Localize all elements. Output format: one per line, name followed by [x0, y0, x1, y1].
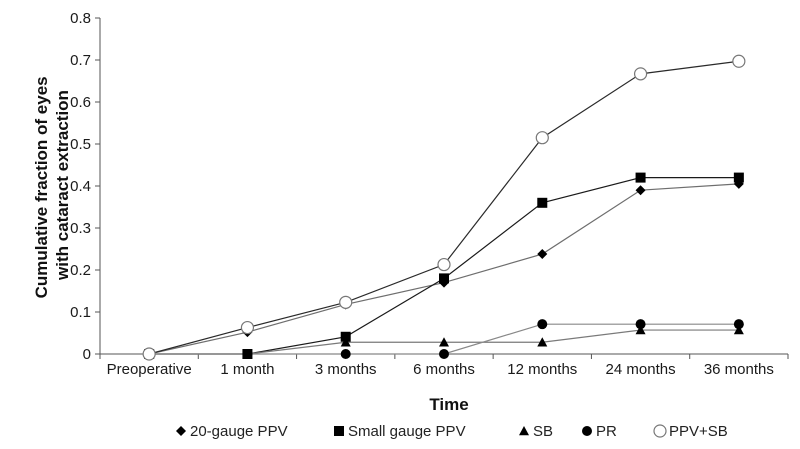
data-point-ppv-sb	[240, 320, 255, 335]
data-point-sb	[635, 325, 646, 335]
x-tick-label: 36 months	[704, 361, 774, 378]
legend-marker-20-gauge-ppv	[176, 426, 186, 436]
data-point-ppv-sb	[732, 54, 746, 68]
legend-label-pr: PR	[596, 423, 617, 440]
legend-marker-ppv-sb	[653, 424, 667, 438]
legend: 20-gauge PPV Small gauge PPV SB PR PPV+SB	[176, 423, 728, 440]
legend-marker-pr	[582, 426, 592, 436]
data-point-small-gauge-ppv	[439, 273, 449, 284]
y-tick-label: 0.7	[70, 52, 91, 69]
data-point-pr	[733, 319, 744, 330]
y-tick-label: 0.2	[70, 262, 91, 279]
y-tick-labels: 0 0.1 0.2 0.3 0.4 0.5 0.6 0.7 0.8	[70, 10, 100, 363]
y-tick-label: 0.5	[70, 136, 91, 153]
data-point-sb	[439, 337, 449, 347]
data-point-pr	[537, 319, 548, 330]
x-tick-label: 1 month	[220, 361, 274, 378]
y-tick-label: 0.6	[70, 94, 91, 111]
x-tick-label: Preoperative	[107, 361, 192, 378]
data-point-ppv-sb	[142, 347, 156, 361]
data-point-small-gauge-ppv	[733, 172, 744, 183]
data-point-pr	[635, 319, 646, 330]
y-axis-title-line-2: with cataract extraction	[53, 90, 72, 281]
legend-label-ppv-sb: PPV+SB	[669, 423, 728, 440]
y-tick-label: 0	[83, 346, 91, 363]
data-point-20-gauge-ppv	[537, 249, 548, 260]
data-point-pr	[439, 349, 449, 359]
legend-label-20-gauge-ppv: 20-gauge PPV	[190, 423, 288, 440]
legend-marker-small-gauge-ppv	[334, 426, 344, 436]
x-axis-title: Time	[429, 395, 468, 414]
data-point-sb	[340, 337, 351, 347]
data-point-ppv-sb	[535, 131, 549, 145]
y-tick-label: 0.1	[70, 304, 91, 321]
data-point-small-gauge-ppv	[340, 331, 351, 342]
x-tick-label: 24 months	[606, 361, 676, 378]
legend-marker-sb	[519, 426, 529, 436]
data-point-small-gauge-ppv	[635, 172, 646, 183]
y-tick-label: 0.8	[70, 10, 91, 27]
series-lines	[148, 60, 739, 355]
data-point-pr	[242, 349, 253, 359]
legend-label-sb: SB	[533, 423, 553, 440]
data-point-ppv-sb	[633, 67, 648, 81]
series-markers	[142, 54, 746, 361]
data-point-20-gauge-ppv	[635, 185, 646, 196]
data-point-sb	[733, 325, 744, 335]
data-point-pr	[340, 349, 351, 359]
y-axis-title-line-1: Cumulative fraction of eyes	[32, 76, 51, 298]
x-tick-label: 6 months	[413, 361, 475, 378]
data-point-ppv-sb	[339, 295, 353, 309]
series-line-ppv-sb	[148, 60, 739, 355]
y-axis-title: Cumulative fraction of eyes with catarac…	[32, 72, 72, 299]
x-tick-labels: Preoperative 1 month 3 months 6 months 12 mo…	[99, 354, 789, 378]
x-tick-label: 3 months	[315, 361, 377, 378]
data-point-small-gauge-ppv	[537, 197, 548, 208]
legend-label-small-gauge-ppv: Small gauge PPV	[348, 423, 466, 440]
data-point-sb	[537, 337, 548, 347]
data-point-ppv-sb	[437, 257, 451, 272]
x-tick-label: 12 months	[507, 361, 577, 378]
y-tick-label: 0.3	[70, 220, 91, 237]
y-tick-label: 0.4	[70, 178, 91, 195]
